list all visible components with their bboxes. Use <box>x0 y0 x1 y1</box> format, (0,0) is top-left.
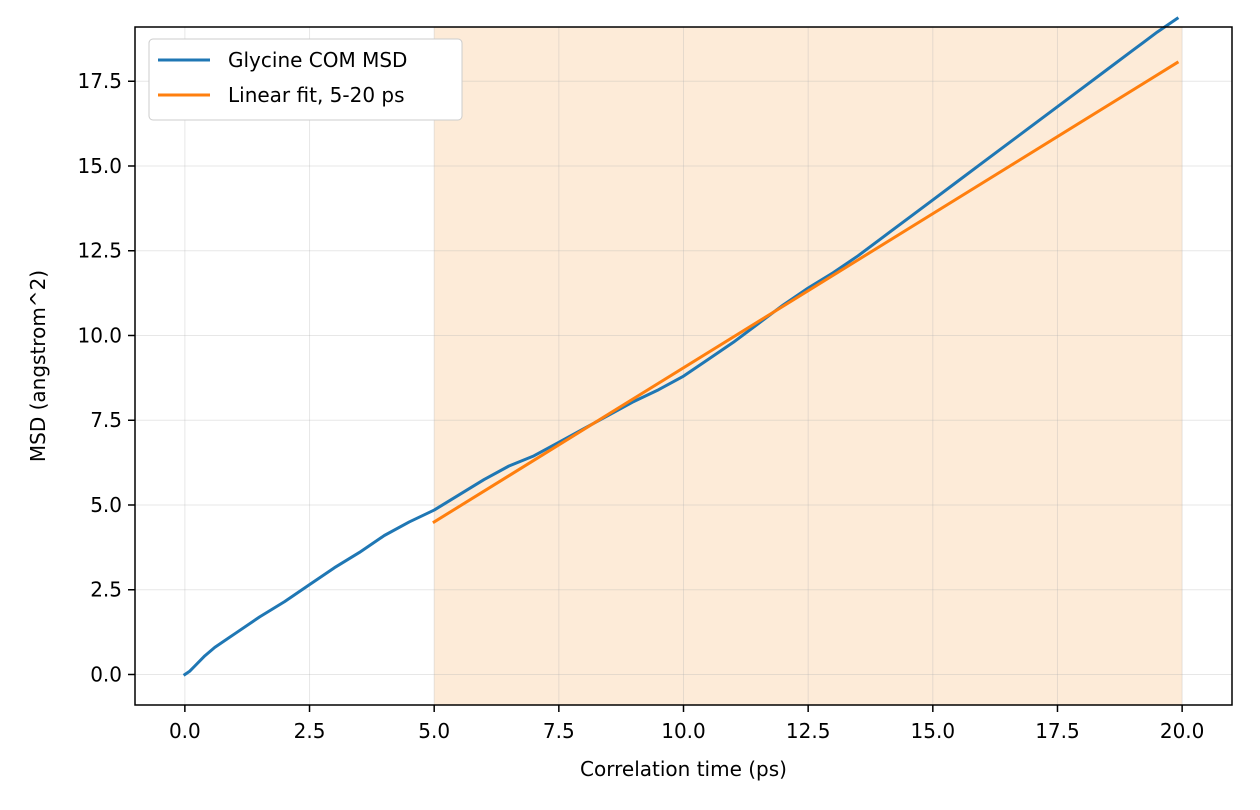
y-tick-label: 0.0 <box>90 662 122 686</box>
legend-label-glycine-msd: Glycine COM MSD <box>228 48 407 72</box>
series-layer <box>182 16 1180 677</box>
y-tick-label: 17.5 <box>77 69 122 93</box>
x-tick-label: 5.0 <box>418 719 450 743</box>
x-tick-label: 12.5 <box>786 719 831 743</box>
y-tick-label: 12.5 <box>77 239 122 263</box>
ticks-layer: 0.0 2.5 5.0 7.5 10.0 12.5 15.0 17.5 20.0 0.0 2.5 5.… <box>77 69 1204 743</box>
y-tick-label: 5.0 <box>90 493 122 517</box>
x-tick-label: 17.5 <box>1035 719 1080 743</box>
x-axis-label: Correlation time (ps) <box>580 757 787 781</box>
x-tick-label: 20.0 <box>1160 719 1205 743</box>
y-tick-label: 7.5 <box>90 408 122 432</box>
legend-box <box>148 38 463 121</box>
y-axis-label: MSD (angstrom^2) <box>26 270 50 462</box>
y-tick-label: 15.0 <box>77 154 122 178</box>
shaded-fit-region-layer <box>434 27 1183 705</box>
x-tick-label: 15.0 <box>911 719 956 743</box>
x-tick-label: 7.5 <box>543 719 575 743</box>
legend: Glycine COM MSD Linear fit, 5-20 ps <box>148 38 463 121</box>
x-tick-label: 10.0 <box>661 719 706 743</box>
x-tick-label: 0.0 <box>169 719 201 743</box>
series-line-linear-fit <box>432 60 1180 525</box>
fit-window-shading <box>434 27 1183 705</box>
legend-label-linear-fit: Linear fit, 5-20 ps <box>228 83 405 107</box>
grid-layer <box>135 27 1232 705</box>
series-line-glycine-msd <box>182 16 1180 677</box>
y-tick-label: 2.5 <box>90 578 122 602</box>
y-tick-label: 10.0 <box>77 323 122 347</box>
x-tick-label: 2.5 <box>294 719 326 743</box>
